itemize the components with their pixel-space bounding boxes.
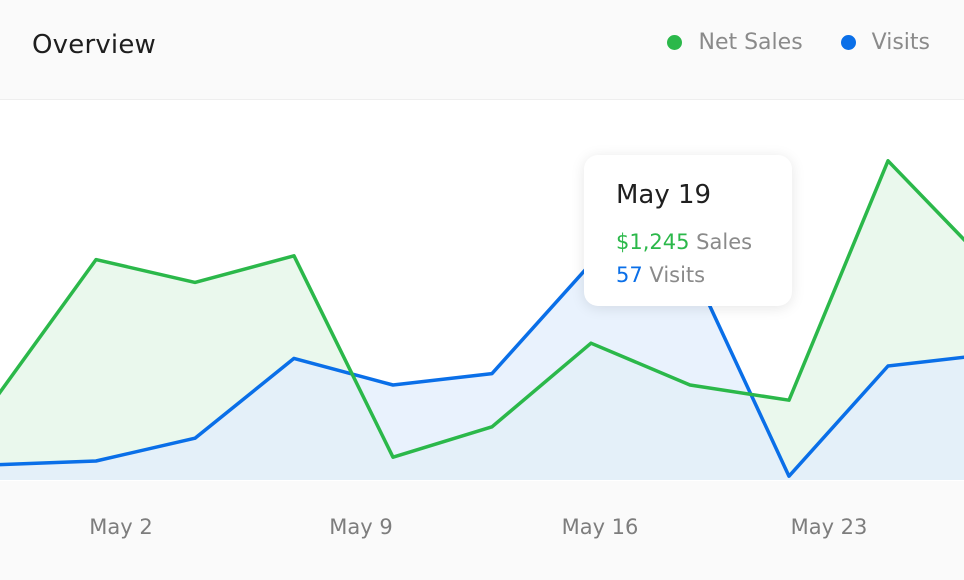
visits-dot-icon [840, 35, 856, 50]
chart-plot-area[interactable] [0, 100, 964, 480]
tooltip-visits-value: 57 [616, 263, 643, 287]
tooltip-sales-label: Sales [696, 230, 753, 254]
legend-label-net-sales: Net Sales [698, 30, 803, 55]
tooltip-sales-value: $1,245 [616, 230, 690, 254]
legend-item-visits[interactable]: Visits [840, 30, 930, 55]
x-axis: May 2 May 9 May 16 May 23 [0, 481, 964, 580]
tooltip-sales-row: $1,245 Sales [616, 230, 752, 254]
chart-tooltip: May 19 $1,245 Sales 57 Visits [584, 155, 792, 306]
chart-header: Overview Net Sales Visits [0, 0, 964, 100]
x-tick-label: May 23 [790, 515, 868, 539]
tooltip-visits-label: Visits [649, 263, 706, 287]
visits-area [0, 263, 964, 480]
x-tick-label: May 9 [329, 515, 393, 539]
legend-item-net-sales[interactable]: Net Sales [667, 30, 803, 55]
tooltip-date: May 19 [616, 180, 712, 210]
x-tick-label: May 16 [561, 515, 639, 539]
chart-title: Overview [32, 30, 157, 60]
tooltip-visits-row: 57 Visits [616, 263, 705, 287]
legend-label-visits: Visits [871, 30, 930, 55]
net-sales-dot-icon [667, 35, 683, 50]
chart-legend: Net Sales Visits [629, 30, 930, 55]
chart-svg [0, 159, 964, 480]
x-tick-label: May 2 [89, 515, 153, 539]
